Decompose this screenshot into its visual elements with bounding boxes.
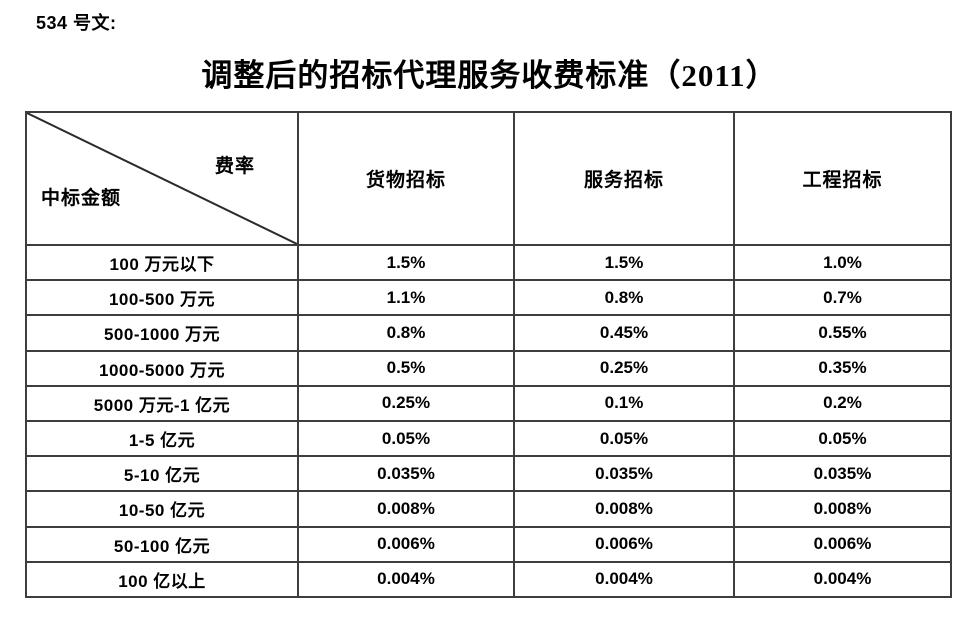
table-row: 50-100 亿元 0.006% 0.006% 0.006% [25,525,952,563]
amount-cell: 1000-5000 万元 [25,349,299,387]
rate-cell: 0.45% [513,314,735,352]
col-header-goods-tender: 货物招标 [297,111,515,246]
table-row: 1000-5000 万元 0.5% 0.25% 0.35% [25,349,952,387]
rate-cell: 0.35% [733,349,952,387]
table-row: 500-1000 万元 0.8% 0.45% 0.55% [25,314,952,352]
rate-cell: 0.035% [297,455,515,493]
corner-label-rate: 费率 [214,156,255,177]
rate-cell: 0.035% [513,455,735,493]
amount-cell: 500-1000 万元 [25,314,299,352]
diagonal-divider-line [27,113,297,244]
table-row: 5-10 亿元 0.035% 0.035% 0.035% [25,455,952,493]
rate-cell: 0.008% [513,490,735,528]
rate-cell: 0.004% [513,560,735,599]
table-row: 100 亿以上 0.004% 0.004% 0.004% [25,560,952,599]
table-row: 10-50 亿元 0.008% 0.008% 0.008% [25,490,952,528]
rate-cell: 0.035% [733,455,952,493]
amount-cell: 100-500 万元 [25,279,299,317]
table-row: 100 万元以下 1.5% 1.5% 1.0% [25,243,952,282]
col-header-service-tender: 服务招标 [513,111,735,246]
rate-cell: 0.008% [297,490,515,528]
rate-cell: 1.1% [297,279,515,317]
rate-cell: 0.05% [297,419,515,458]
rate-cell: 0.006% [297,525,515,563]
table-row: 100-500 万元 1.1% 0.8% 0.7% [25,279,952,317]
rate-cell: 0.25% [297,384,515,422]
rate-cell: 1.0% [733,243,952,282]
page-title: 调整后的招标代理服务收费标准（2011） [201,58,778,93]
rate-cell: 0.004% [297,560,515,599]
fee-table-body: 100 万元以下 1.5% 1.5% 1.0% 100-500 万元 1.1% 0.8% 0.… [25,243,952,599]
rate-cell: 1.5% [297,243,515,282]
corner-label-amount: 中标金额 [41,188,122,209]
amount-cell: 10-50 亿元 [25,490,299,528]
amount-cell: 1-5 亿元 [25,419,299,458]
rate-cell: 0.7% [733,279,952,317]
header-row: 费率 中标金额 货物招标 服务招标 工程招标 [25,111,952,246]
rate-cell: 0.008% [733,490,952,528]
rate-cell: 0.8% [513,279,735,317]
rate-cell: 0.2% [733,384,952,422]
rate-cell: 0.1% [513,384,735,422]
col-header-engineering-tender: 工程招标 [733,111,952,246]
amount-cell: 100 亿以上 [25,560,299,599]
amount-cell: 100 万元以下 [25,243,299,282]
rate-cell: 0.25% [513,349,735,387]
rate-cell: 0.006% [513,525,735,563]
doc-number-label: 534 号文: [36,13,117,33]
amount-cell: 5-10 亿元 [25,455,299,493]
table-row: 1-5 亿元 0.05% 0.05% 0.05% [25,419,952,458]
rate-cell: 0.05% [733,419,952,458]
fee-table: 费率 中标金额 货物招标 服务招标 工程招标 100 万元以下 1.5% 1.5% 1… [25,111,952,599]
amount-cell: 5000 万元-1 亿元 [25,384,299,422]
amount-cell: 50-100 亿元 [25,525,299,563]
rate-cell: 0.8% [297,314,515,352]
rate-cell: 0.5% [297,349,515,387]
rate-cell: 0.004% [733,560,952,599]
rate-cell: 0.05% [513,419,735,458]
rate-cell: 0.006% [733,525,952,563]
rate-cell: 0.55% [733,314,952,352]
rate-cell: 1.5% [513,243,735,282]
corner-cell: 费率 中标金额 [25,111,299,246]
table-row: 5000 万元-1 亿元 0.25% 0.1% 0.2% [25,384,952,422]
